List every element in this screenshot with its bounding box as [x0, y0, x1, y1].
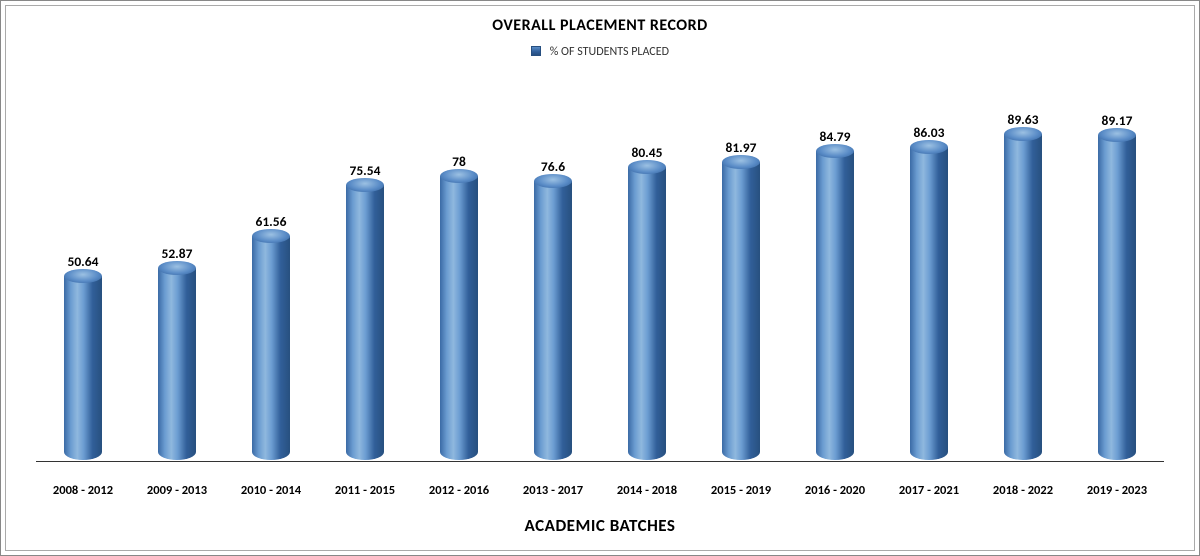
bar	[1098, 135, 1136, 460]
bar-top-ellipse	[64, 269, 102, 283]
bar-slot: 61.56	[224, 96, 318, 460]
bar	[722, 162, 760, 460]
x-axis-title: ACADEMIC BATCHES	[6, 515, 1194, 536]
bar-face	[910, 147, 948, 460]
bar-face	[1098, 135, 1136, 460]
x-axis-baseline	[36, 461, 1164, 462]
bar-top-ellipse	[722, 155, 760, 169]
bar-value-label: 61.56	[256, 213, 287, 230]
bar-face	[64, 276, 102, 460]
legend: % OF STUDENTS PLACED	[6, 45, 1194, 59]
bar-face	[346, 185, 384, 460]
bar-face	[1004, 134, 1042, 460]
bar-face	[816, 151, 854, 460]
bar-slot: 89.63	[976, 96, 1070, 460]
bar-top-ellipse	[440, 169, 478, 183]
bar	[1004, 134, 1042, 460]
bar-face	[628, 167, 666, 460]
legend-label: % OF STUDENTS PLACED	[550, 45, 669, 59]
bar-slot: 84.79	[788, 96, 882, 460]
x-axis-category-label: 2011 - 2015	[318, 483, 412, 498]
x-axis-category-label: 2016 - 2020	[788, 483, 882, 498]
chart-title: OVERALL PLACEMENT RECORD	[6, 16, 1194, 35]
bar-top-ellipse	[252, 229, 290, 243]
bar-value-label: 75.54	[350, 162, 381, 179]
bar-top-ellipse	[158, 261, 196, 275]
bar	[158, 268, 196, 460]
bar-value-label: 50.64	[68, 253, 99, 270]
bar-face	[722, 162, 760, 460]
bar-value-label: 78	[452, 153, 466, 170]
bar-face	[534, 181, 572, 460]
bar	[64, 276, 102, 460]
x-axis-category-label: 2008 - 2012	[36, 483, 130, 498]
x-axis-category-label: 2013 - 2017	[506, 483, 600, 498]
bar-slot: 78	[412, 96, 506, 460]
bar-slot: 52.87	[130, 96, 224, 460]
bar-slot: 75.54	[318, 96, 412, 460]
bar-top-ellipse	[910, 140, 948, 154]
bar-top-ellipse	[1004, 127, 1042, 141]
x-axis-category-label: 2012 - 2016	[412, 483, 506, 498]
chart-frame: OVERALL PLACEMENT RECORD % OF STUDENTS P…	[5, 5, 1195, 551]
bar-face	[440, 176, 478, 460]
x-axis-category-label: 2019 - 2023	[1070, 483, 1164, 498]
bar-value-label: 89.63	[1008, 111, 1039, 128]
legend-swatch-icon	[531, 46, 541, 56]
bar-slot: 50.64	[36, 96, 130, 460]
bar-slot: 89.17	[1070, 96, 1164, 460]
plot-area: 50.64 52.87 61.56 75.54 78 76.6 80.45 81.97 84.7…	[36, 96, 1164, 460]
bar	[628, 167, 666, 460]
bar-slot: 81.97	[694, 96, 788, 460]
bar-value-label: 81.97	[726, 139, 757, 156]
bar	[816, 151, 854, 460]
bar-value-label: 76.6	[541, 158, 565, 175]
bar-slot: 76.6	[506, 96, 600, 460]
bar	[534, 181, 572, 460]
bar-top-ellipse	[346, 178, 384, 192]
bar	[440, 176, 478, 460]
bar-value-label: 84.79	[820, 128, 851, 145]
x-axis-category-label: 2015 - 2019	[694, 483, 788, 498]
bar	[252, 236, 290, 460]
x-axis-category-label: 2018 - 2022	[976, 483, 1070, 498]
bar-face	[252, 236, 290, 460]
bar-value-label: 89.17	[1102, 112, 1133, 129]
x-axis-category-label: 2009 - 2013	[130, 483, 224, 498]
bar-value-label: 52.87	[162, 245, 193, 262]
bar	[910, 147, 948, 460]
bar-face	[158, 268, 196, 460]
bar-value-label: 86.03	[914, 124, 945, 141]
x-axis-category-label: 2017 - 2021	[882, 483, 976, 498]
bar	[346, 185, 384, 460]
bar-slot: 80.45	[600, 96, 694, 460]
x-axis-category-label: 2010 - 2014	[224, 483, 318, 498]
x-axis-labels: 2008 - 20122009 - 20132010 - 20142011 - …	[36, 483, 1164, 498]
bars-row: 50.64 52.87 61.56 75.54 78 76.6 80.45 81.97 84.7…	[36, 96, 1164, 460]
bar-slot: 86.03	[882, 96, 976, 460]
bar-value-label: 80.45	[632, 144, 663, 161]
x-axis-category-label: 2014 - 2018	[600, 483, 694, 498]
